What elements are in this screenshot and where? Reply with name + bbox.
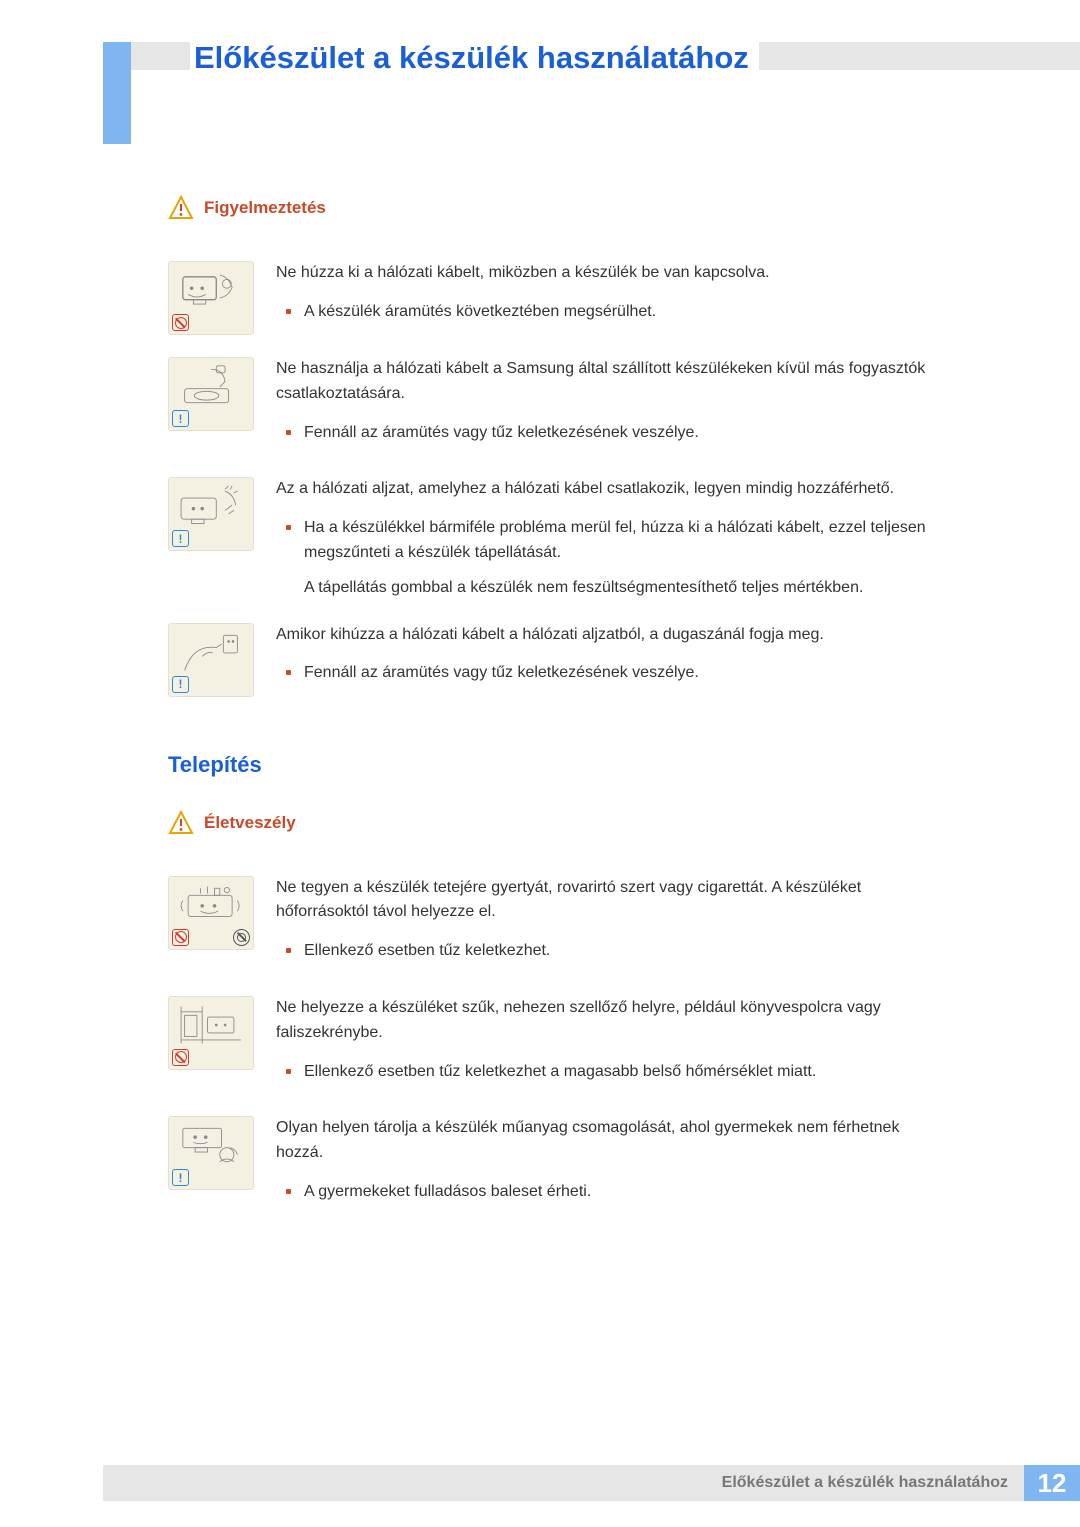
bullet-item: A gyermekeket fulladásos baleset érheti.	[304, 1180, 938, 1205]
item-text: Az a hálózati aljzat, amelyhez a hálózat…	[276, 477, 938, 600]
illustration-box	[168, 996, 254, 1070]
prohibit-icon	[172, 929, 189, 946]
safety-item: Olyan helyen tárolja a készülék műanyag …	[168, 1116, 938, 1214]
bullet-item: Ellenkező esetben tűz keletkezhet a maga…	[304, 1060, 938, 1085]
bullet-list: Ha a készülékkel bármiféle probléma merü…	[276, 516, 938, 566]
item-lead: Ne tegyen a készülék tetejére gyertyát, …	[276, 876, 938, 926]
item-lead: Amikor kihúzza a hálózati kábelt a hálóz…	[276, 623, 938, 648]
prohibit-icon	[172, 314, 189, 331]
section-title-telepites: Telepítés	[168, 752, 938, 778]
info-icon	[172, 1169, 189, 1186]
bullet-item: A készülék áramütés következtében megsér…	[304, 300, 938, 325]
info-icon	[172, 410, 189, 427]
chapter-title: Előkészület a készülék használatához	[190, 40, 759, 80]
sub-note: A tápellátás gombbal a készülék nem fesz…	[276, 576, 938, 601]
item-lead: Ne helyezze a készüléket szűk, nehezen s…	[276, 996, 938, 1046]
warning-triangle-icon	[168, 810, 194, 836]
bullet-list: Fennáll az áramütés vagy tűz keletkezésé…	[276, 661, 938, 686]
bullet-item: Fennáll az áramütés vagy tűz keletkezésé…	[304, 661, 938, 686]
warning-header-eletveszely: Életveszély	[168, 810, 938, 836]
warning-header-figyelmeztetes: Figyelmeztetés	[168, 195, 938, 221]
footer-label: Előkészület a készülék használatához	[103, 1465, 1024, 1501]
safety-item: Az a hálózati aljzat, amelyhez a hálózat…	[168, 477, 938, 600]
safety-item: Ne helyezze a készüléket szűk, nehezen s…	[168, 996, 938, 1094]
bullet-list: Ellenkező esetben tűz keletkezhet a maga…	[276, 1060, 938, 1085]
bullet-list: A készülék áramütés következtében megsér…	[276, 300, 938, 325]
prohibit-icon	[172, 1049, 189, 1066]
illustration-box	[168, 623, 254, 697]
illustration-box	[168, 477, 254, 551]
illustration-box	[168, 1116, 254, 1190]
bullet-list: Fennáll az áramütés vagy tűz keletkezésé…	[276, 421, 938, 446]
warning-label: Figyelmeztetés	[204, 198, 326, 218]
item-lead: Olyan helyen tárolja a készülék műanyag …	[276, 1116, 938, 1166]
content-area: Figyelmeztetés Ne húzza ki a hálózati ká…	[168, 195, 938, 1237]
info-icon	[172, 530, 189, 547]
bullet-item: Ha a készülékkel bármiféle probléma merü…	[304, 516, 938, 566]
illustration-box	[168, 261, 254, 335]
item-lead: Ne húzza ki a hálózati kábelt, miközben …	[276, 261, 938, 286]
footer-page-number: 12	[1024, 1465, 1080, 1501]
warning-triangle-icon	[168, 195, 194, 221]
item-text: Olyan helyen tárolja a készülék műanyag …	[276, 1116, 938, 1214]
illustration-box	[168, 357, 254, 431]
illustration-box	[168, 876, 254, 950]
bullet-list: Ellenkező esetben tűz keletkezhet.	[276, 939, 938, 964]
safety-item: Ne tegyen a készülék tetejére gyertyát, …	[168, 876, 938, 974]
warning-label: Életveszély	[204, 813, 296, 833]
safety-item: Ne használja a hálózati kábelt a Samsung…	[168, 357, 938, 455]
item-text: Ne tegyen a készülék tetejére gyertyát, …	[276, 876, 938, 974]
item-lead: Ne használja a hálózati kábelt a Samsung…	[276, 357, 938, 407]
no-touch-icon	[233, 929, 250, 946]
safety-item: Amikor kihúzza a hálózati kábelt a hálóz…	[168, 623, 938, 697]
bullet-list: A gyermekeket fulladásos baleset érheti.	[276, 1180, 938, 1205]
header-accent	[103, 42, 131, 144]
item-lead: Az a hálózati aljzat, amelyhez a hálózat…	[276, 477, 938, 502]
item-text: Ne helyezze a készüléket szűk, nehezen s…	[276, 996, 938, 1094]
footer: Előkészület a készülék használatához 12	[103, 1465, 1080, 1501]
bullet-item: Ellenkező esetben tűz keletkezhet.	[304, 939, 938, 964]
safety-item: Ne húzza ki a hálózati kábelt, miközben …	[168, 261, 938, 335]
item-text: Amikor kihúzza a hálózati kábelt a hálóz…	[276, 623, 938, 697]
item-text: Ne használja a hálózati kábelt a Samsung…	[276, 357, 938, 455]
info-icon	[172, 676, 189, 693]
item-text: Ne húzza ki a hálózati kábelt, miközben …	[276, 261, 938, 335]
bullet-item: Fennáll az áramütés vagy tűz keletkezésé…	[304, 421, 938, 446]
